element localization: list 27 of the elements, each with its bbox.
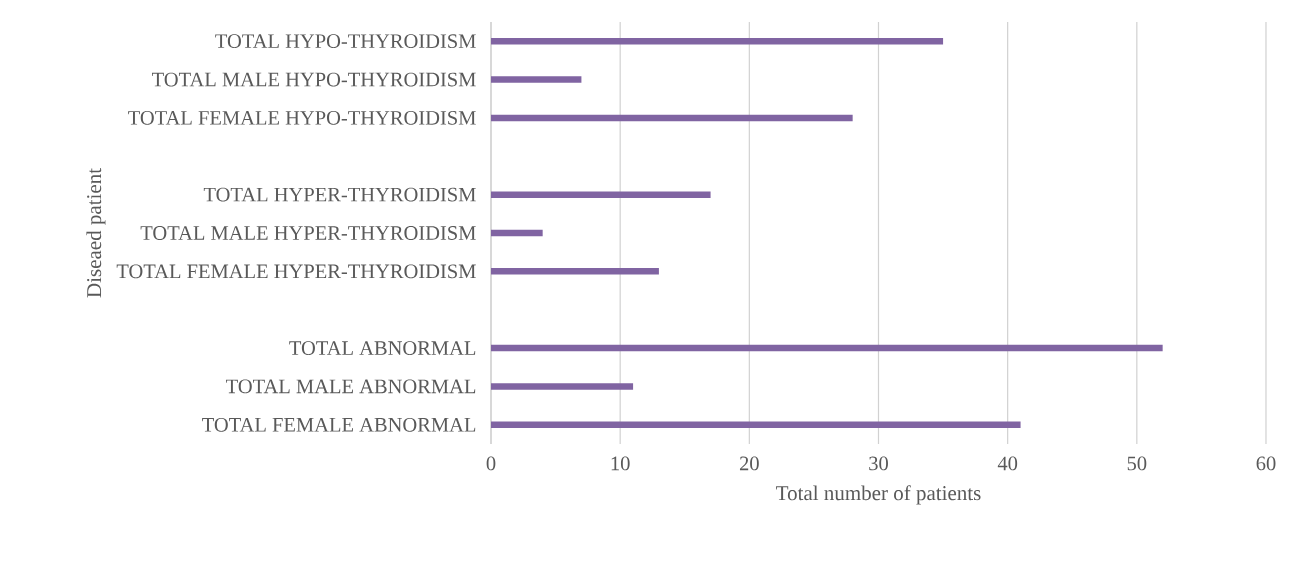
- y-tick-label: TOTAL MALE HYPO-THYROIDISM: [152, 72, 476, 87]
- x-tick-label: 0: [486, 456, 496, 471]
- y-tick-label: TOTAL MALE ABNORMAL: [226, 379, 476, 394]
- y-axis-title: Diseaed patient: [86, 168, 106, 298]
- bar: [491, 114, 853, 122]
- bar: [491, 383, 634, 390]
- bar: [491, 37, 944, 45]
- x-tick-label: 30: [869, 456, 888, 471]
- bar: [491, 229, 543, 237]
- y-tick-label: TOTAL MALE HYPER-THYROIDISM: [140, 226, 476, 240]
- bar: [491, 76, 582, 83]
- bar: [491, 421, 1021, 429]
- x-tick-label: 40: [997, 456, 1018, 471]
- y-tick-label: TOTAL FEMALE HYPO-THYROIDISM: [128, 111, 476, 125]
- bar: [491, 344, 1163, 352]
- bar: [491, 191, 711, 198]
- x-tick-label: 60: [1256, 456, 1276, 471]
- y-tick-label: TOTAL FEMALE ABNORMAL: [202, 417, 476, 432]
- bar: [491, 268, 659, 275]
- x-axis-title: Total number of patients: [776, 485, 981, 505]
- y-tick-label: TOTAL HYPER-THYROIDISM: [203, 187, 476, 202]
- y-tick-label: TOTAL ABNORMAL: [289, 341, 476, 355]
- y-tick-label: TOTAL FEMALE HYPER-THYROIDISM: [116, 264, 476, 279]
- x-tick-label: 10: [611, 456, 630, 471]
- x-tick-label: 50: [1127, 456, 1147, 471]
- y-tick-label: TOTAL HYPO-THYROIDISM: [215, 34, 476, 49]
- x-tick-label: 20: [739, 456, 759, 471]
